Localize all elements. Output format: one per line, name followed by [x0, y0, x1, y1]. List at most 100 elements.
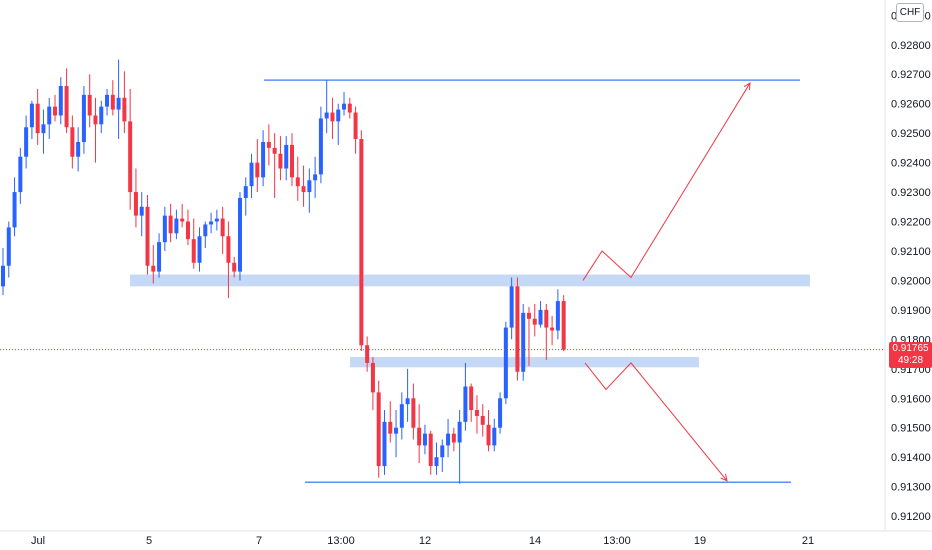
- candle-body: [544, 309, 549, 328]
- candle-body: [457, 421, 462, 443]
- zone-rect[interactable]: [130, 274, 810, 287]
- candle-body: [53, 106, 58, 116]
- candle-body: [405, 398, 410, 405]
- candle-body: [243, 186, 248, 198]
- candle-body: [87, 94, 92, 116]
- price-axis-labels[interactable]: 0.91200 0.91300 0.91400 0.91500 0.91600 0.917…: [891, 10, 931, 523]
- candle-body: [486, 424, 491, 446]
- candle-body: [232, 262, 237, 272]
- candle-body: [185, 221, 190, 240]
- candle-body: [99, 106, 104, 125]
- candle-body: [105, 94, 110, 107]
- time-tick-label: 14: [529, 535, 541, 547]
- projection-path-down[interactable]: [584, 362, 728, 482]
- candle-body: [498, 398, 503, 428]
- price-tick-label: 0.92200: [891, 217, 931, 229]
- candle-body: [226, 236, 231, 263]
- candle-body: [324, 112, 329, 119]
- price-tick-label: 0.92100: [891, 246, 931, 258]
- candle-body: [93, 115, 98, 125]
- candle-body: [110, 94, 115, 110]
- candle-body: [191, 239, 196, 263]
- price-tick-label: 0.91300: [891, 482, 931, 494]
- time-tick-label: 7: [256, 535, 262, 547]
- candle-body: [474, 410, 479, 416]
- candle-body: [307, 180, 312, 193]
- candlestick-series: [1, 59, 566, 484]
- candle-body: [290, 144, 294, 178]
- time-tick-label: 13:00: [327, 535, 355, 547]
- arrow-head-icon: [720, 473, 728, 482]
- candle-body: [180, 218, 185, 222]
- candle-body: [330, 112, 335, 122]
- candle-body: [116, 97, 121, 110]
- candle-body: [336, 109, 341, 122]
- price-tick-label: 0.92700: [891, 69, 931, 81]
- candle-body: [440, 445, 445, 458]
- candle-body: [301, 186, 306, 193]
- price-tick-label: 0.91400: [891, 452, 931, 464]
- projection-path-up[interactable]: [582, 82, 751, 281]
- candle-body: [145, 206, 150, 266]
- candle-body: [417, 427, 422, 446]
- candle-body: [451, 433, 456, 443]
- candle-body: [353, 112, 358, 140]
- candle-body: [313, 174, 318, 181]
- price-tick-label: 0.91600: [891, 393, 931, 405]
- candle-body: [1, 265, 5, 287]
- candle-body: [214, 218, 219, 222]
- candle-body: [76, 141, 81, 157]
- candle-body: [18, 156, 23, 193]
- candle-body: [220, 218, 225, 237]
- candle-body: [6, 227, 11, 266]
- candle-body: [295, 177, 300, 187]
- candle-body: [382, 421, 387, 467]
- candle-body: [64, 86, 69, 128]
- candle-body: [480, 415, 485, 425]
- candle-body: [197, 236, 202, 263]
- candle-body: [538, 309, 543, 325]
- candle-body: [41, 124, 46, 134]
- candle-body: [532, 318, 537, 325]
- price-tick-label: 0.92400: [891, 158, 931, 170]
- candle-body: [515, 286, 520, 372]
- candle-body: [12, 192, 17, 228]
- candle-body: [35, 103, 40, 134]
- bar-countdown: 49:28: [897, 355, 924, 366]
- price-tick-label: 0.92600: [891, 99, 931, 111]
- candle-body: [503, 327, 508, 399]
- time-tick-label: 19: [694, 535, 706, 547]
- candle-body: [434, 457, 439, 467]
- candle-body: [555, 301, 560, 331]
- candle-body: [365, 345, 370, 363]
- candle-body: [237, 197, 242, 272]
- candle-body: [561, 301, 566, 350]
- candle-body: [47, 106, 52, 125]
- candle-body: [157, 242, 162, 272]
- time-axis-labels[interactable]: Jul 5 7 13:00 12 14 13:00 19 21: [31, 535, 814, 547]
- candle-body: [492, 427, 497, 446]
- candle-body: [399, 404, 404, 428]
- candle-body: [521, 312, 526, 372]
- candle-body: [376, 392, 381, 467]
- candle-body: [24, 127, 29, 157]
- candle-body: [278, 153, 283, 169]
- candle-body: [249, 162, 254, 187]
- horizontal-levels[interactable]: [264, 79, 800, 483]
- time-tick-label: 12: [419, 535, 431, 547]
- candle-body: [428, 433, 433, 467]
- candle-body: [342, 103, 347, 110]
- projection-paths[interactable]: [582, 82, 751, 482]
- support-resistance-zones[interactable]: [130, 274, 810, 368]
- arrow-head-icon: [743, 82, 751, 91]
- candle-body: [133, 192, 138, 216]
- candle-body: [550, 327, 555, 331]
- candle-body: [266, 141, 271, 148]
- candle-body: [81, 94, 86, 142]
- price-tick-label: 0.92800: [891, 40, 931, 52]
- candle-body: [255, 162, 260, 178]
- currency-badge[interactable]: CHF: [896, 3, 924, 22]
- candle-body: [422, 433, 427, 446]
- candle-body: [58, 86, 63, 116]
